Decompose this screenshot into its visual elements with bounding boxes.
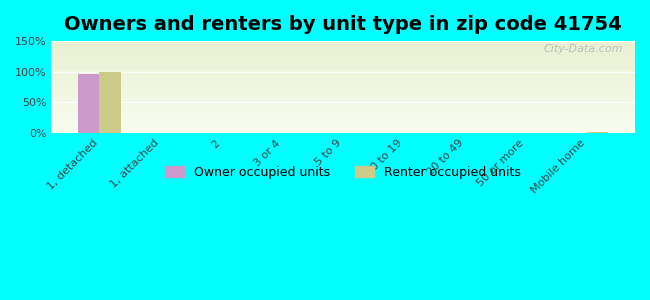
Bar [51,126,635,127]
Bar [51,46,635,47]
Bar [51,49,635,50]
Bar [51,84,635,85]
Bar [51,96,635,97]
Bar [51,51,635,52]
Bar [51,117,635,118]
Bar [51,78,635,79]
Bar [51,71,635,72]
Bar [51,120,635,121]
Bar [51,50,635,51]
Bar [51,66,635,67]
Bar [51,105,635,106]
Bar [51,62,635,63]
Bar [51,125,635,126]
Bar [51,44,635,45]
Bar [51,109,635,110]
Bar [51,64,635,65]
Bar [51,69,635,70]
Bar [51,114,635,115]
Bar [51,68,635,69]
Bar [51,60,635,61]
Bar [51,67,635,68]
Bar [51,122,635,123]
Bar [51,111,635,112]
Bar [51,74,635,75]
Bar [51,45,635,46]
Bar [51,116,635,117]
Bar [51,106,635,107]
Bar [51,132,635,133]
Bar [51,90,635,91]
Bar [51,81,635,82]
Bar [51,77,635,78]
Bar [51,127,635,128]
Bar [51,47,635,48]
Bar [51,93,635,94]
Bar [51,131,635,132]
Bar [51,95,635,96]
Bar [51,113,635,114]
Bar [51,119,635,120]
Bar [51,61,635,62]
Bar [51,72,635,73]
Legend: Owner occupied units, Renter occupied units: Owner occupied units, Renter occupied un… [161,161,526,184]
Bar [99,72,121,133]
Bar [51,70,635,71]
Bar [51,83,635,84]
Bar [51,89,635,90]
Bar [51,94,635,95]
Bar [51,79,635,80]
Bar [51,101,635,102]
Bar [51,55,635,56]
Bar [51,54,635,55]
Bar [51,129,635,130]
Bar [51,88,635,89]
Text: City-Data.com: City-Data.com [544,44,623,54]
Bar [51,115,635,116]
Bar [587,132,608,133]
Bar [51,92,635,93]
Bar [51,121,635,122]
Bar [51,82,635,83]
Bar [51,97,635,98]
Bar [51,63,635,64]
Bar [51,103,635,104]
Bar [51,80,635,81]
Bar [51,65,635,66]
Bar [51,85,635,86]
Bar [51,123,635,124]
Bar [51,76,635,77]
Title: Owners and renters by unit type in zip code 41754: Owners and renters by unit type in zip c… [64,15,622,34]
Bar [51,73,635,74]
Bar [51,110,635,111]
Bar [51,102,635,103]
Bar [51,100,635,101]
Bar [51,59,635,60]
Bar [51,48,635,49]
Bar [51,124,635,125]
Bar [51,98,635,99]
Bar [51,58,635,59]
Bar [51,57,635,58]
Bar [51,99,635,100]
Bar [51,128,635,129]
Bar [51,42,635,43]
Bar [51,43,635,44]
Bar [51,56,635,57]
Bar [51,107,635,108]
Bar [51,108,635,109]
Bar [51,41,635,42]
Bar [51,130,635,131]
Bar [51,91,635,92]
Bar [51,52,635,53]
Bar [78,74,99,133]
Bar [51,86,635,87]
Bar [51,104,635,105]
Bar [51,75,635,76]
Bar [51,53,635,54]
Bar [51,87,635,88]
Bar [51,118,635,119]
Bar [51,112,635,113]
